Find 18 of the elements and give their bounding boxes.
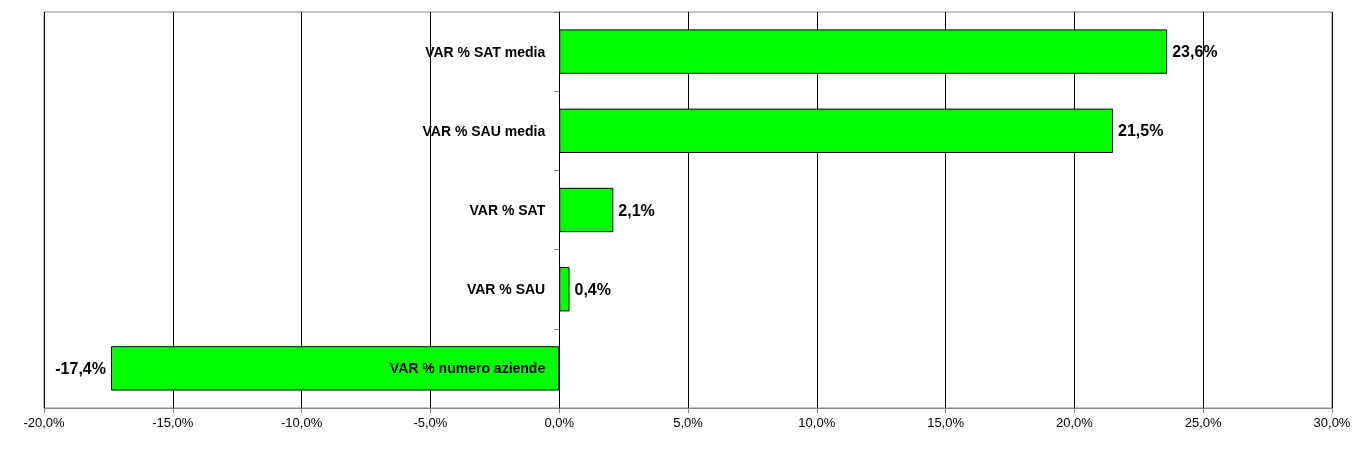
data-label: 21,5% (1118, 122, 1164, 140)
y-tick-label: VAR % SAT (469, 202, 546, 218)
x-tick-label: -5,0% (413, 415, 448, 430)
x-tick-label: -10,0% (281, 415, 323, 430)
data-label: -17,4% (55, 359, 106, 377)
x-tick-label: 0,0% (544, 415, 575, 430)
x-tick-label: 10,0% (798, 415, 836, 430)
x-tick-label: 15,0% (927, 415, 965, 430)
y-tick-label: VAR % numero aziende (389, 360, 546, 377)
x-tick-label: 5,0% (673, 415, 704, 430)
x-tick-label: 30,0% (1313, 415, 1351, 430)
x-tick-label: -15,0% (152, 415, 194, 430)
y-tick-label: VAR % SAU (466, 281, 546, 298)
data-label: 2,1% (618, 201, 655, 219)
x-tick-label: 20,0% (1055, 415, 1094, 430)
x-tick-label: 25,0% (1184, 415, 1223, 430)
data-label: 0,4% (574, 280, 611, 298)
x-tick-label: -20,0% (23, 415, 66, 430)
